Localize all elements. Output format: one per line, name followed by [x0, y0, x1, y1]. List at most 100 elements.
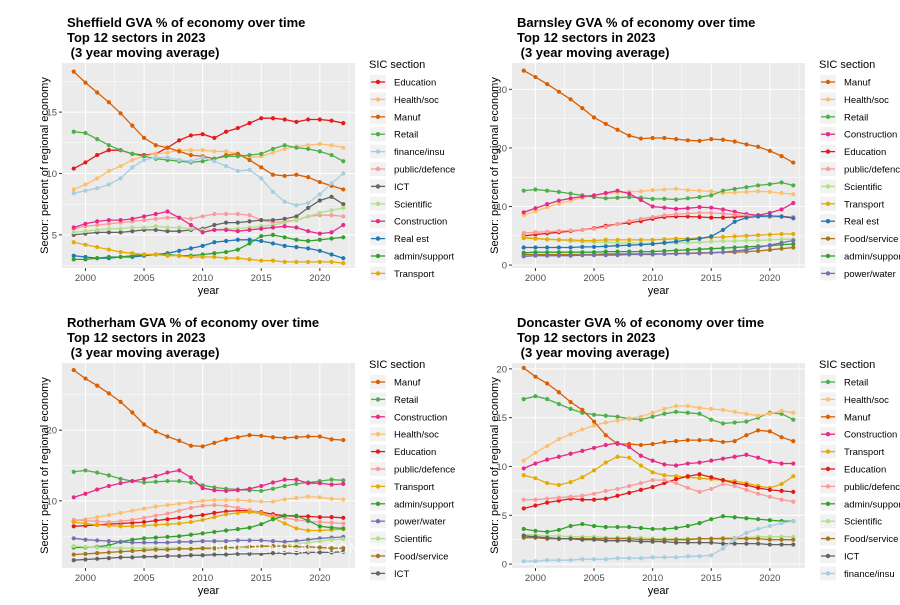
data-point	[329, 515, 334, 520]
data-point	[317, 528, 322, 533]
legend-item: Construction	[370, 409, 447, 424]
legend-item: Transport	[820, 444, 885, 459]
data-point	[329, 550, 334, 555]
data-point	[329, 537, 334, 542]
data-point	[697, 405, 702, 411]
data-point	[282, 497, 287, 502]
data-point	[580, 250, 585, 255]
legend-key-point	[375, 571, 381, 576]
data-point	[697, 476, 702, 481]
plot-background	[512, 63, 805, 268]
data-point	[294, 214, 299, 219]
x-tick-label: 2020	[759, 273, 780, 284]
data-point	[235, 510, 240, 515]
data-point	[130, 540, 135, 545]
data-point	[556, 390, 561, 395]
data-point	[685, 485, 690, 491]
legend-label: Education	[394, 447, 436, 458]
data-point	[603, 196, 608, 201]
data-point	[568, 196, 573, 201]
data-point	[153, 547, 158, 552]
data-point	[106, 473, 111, 478]
data-point	[259, 116, 264, 121]
data-point	[83, 376, 88, 381]
y-tick-label: 10	[46, 496, 57, 507]
data-point	[779, 180, 784, 185]
data-point	[685, 540, 690, 545]
data-point	[95, 222, 100, 228]
x-tick-label: 2020	[309, 573, 330, 584]
data-point	[556, 527, 561, 533]
data-point	[177, 478, 182, 484]
data-point	[732, 536, 737, 541]
data-point	[200, 539, 205, 544]
data-point	[697, 489, 702, 494]
data-point	[779, 207, 784, 212]
data-point	[130, 151, 135, 156]
data-point	[697, 204, 702, 210]
legend-label: public/defence	[394, 165, 455, 176]
data-point	[247, 227, 252, 233]
data-point	[341, 256, 346, 261]
legend-label: admin/support	[844, 499, 900, 510]
data-point	[556, 558, 561, 563]
data-point	[533, 74, 538, 80]
data-point	[615, 486, 620, 492]
data-point	[638, 216, 644, 221]
data-point	[697, 438, 702, 443]
data-point	[259, 238, 264, 244]
data-point	[71, 558, 76, 563]
data-point	[791, 245, 796, 250]
data-point	[685, 206, 690, 211]
data-point	[638, 249, 644, 254]
data-point	[603, 249, 608, 254]
data-point	[259, 176, 264, 181]
data-point	[118, 549, 123, 554]
data-point	[791, 160, 796, 165]
data-point	[282, 435, 287, 441]
legend-item: Education	[820, 462, 886, 476]
data-point	[673, 537, 679, 542]
data-point	[306, 200, 311, 206]
data-point	[177, 157, 182, 163]
data-point	[732, 454, 737, 459]
data-point	[177, 539, 182, 544]
data-point	[294, 259, 299, 264]
data-point	[83, 521, 88, 526]
legend-item: Education	[370, 75, 436, 89]
data-point	[603, 488, 608, 493]
data-point	[329, 208, 334, 213]
data-point	[591, 226, 597, 231]
data-point	[270, 551, 276, 556]
data-point	[294, 481, 299, 486]
data-point	[153, 535, 158, 540]
data-point	[533, 559, 538, 564]
data-point	[744, 530, 749, 535]
data-point	[545, 480, 550, 486]
data-point	[223, 503, 229, 508]
data-point	[95, 219, 100, 224]
data-point	[71, 230, 76, 235]
data-point	[709, 417, 714, 422]
data-point	[685, 537, 690, 542]
data-point	[95, 538, 100, 543]
data-point	[545, 250, 550, 255]
data-point	[744, 482, 749, 488]
data-point	[130, 225, 135, 230]
data-point	[71, 543, 76, 549]
data-point	[106, 230, 111, 235]
data-point	[697, 195, 702, 200]
data-point	[177, 508, 182, 513]
data-point	[591, 193, 597, 198]
data-point	[212, 488, 217, 493]
legend-label: power/water	[394, 517, 446, 528]
data-point	[591, 419, 597, 424]
data-point	[153, 504, 158, 509]
data-point	[732, 209, 737, 214]
legend-item: public/defence	[820, 479, 900, 494]
data-point	[720, 245, 726, 251]
data-point	[744, 233, 749, 238]
data-point	[188, 216, 194, 221]
data-point	[223, 256, 229, 261]
legend-item: ICT	[820, 549, 860, 563]
